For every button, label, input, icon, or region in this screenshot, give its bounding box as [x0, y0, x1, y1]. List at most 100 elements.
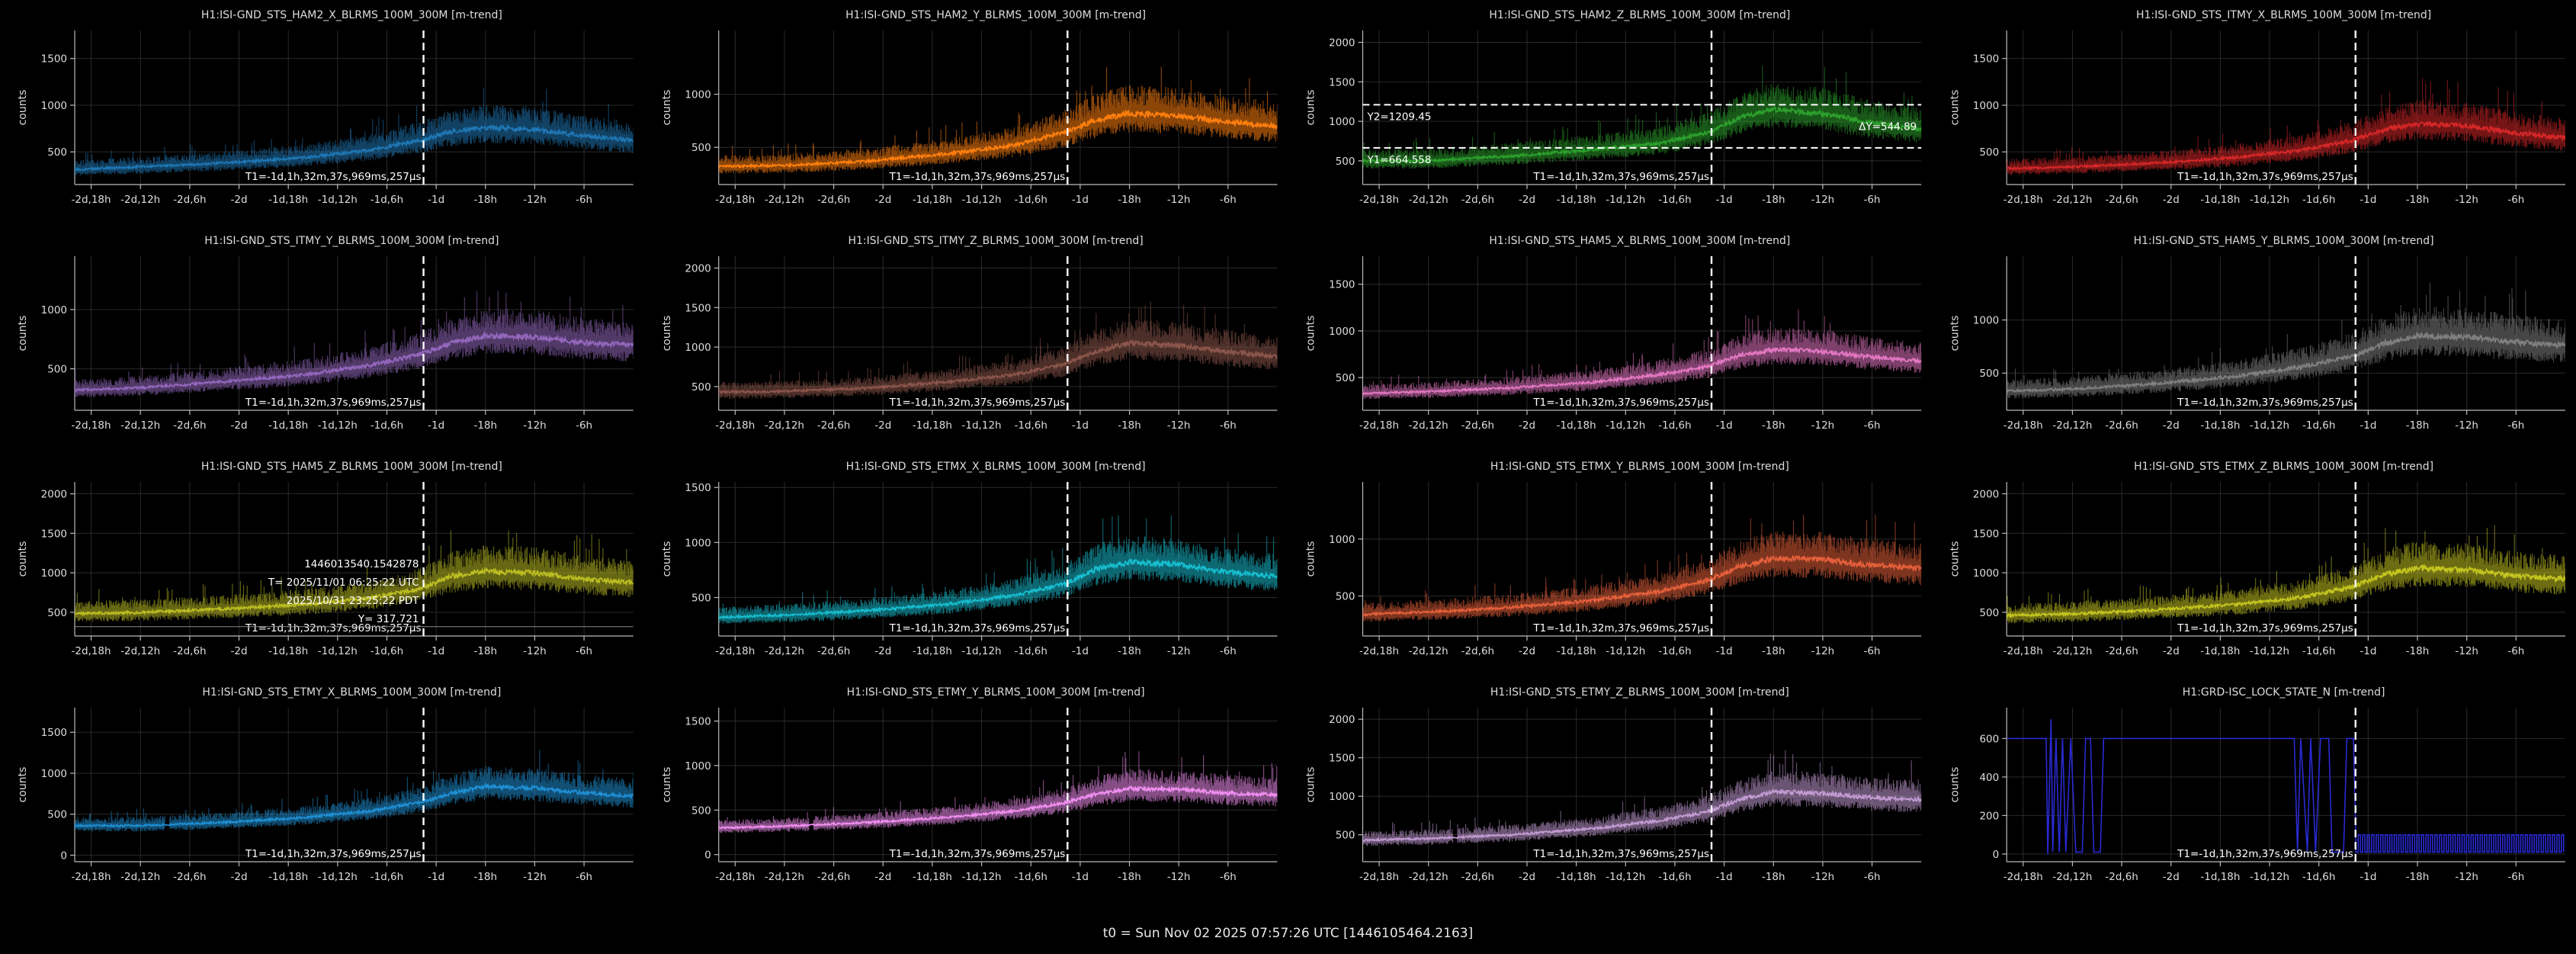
chart-title: H1:ISI-GND_STS_HAM5_Z_BLRMS_100M_300M [m…: [201, 461, 502, 473]
series-group: [2007, 525, 2565, 624]
t1-cursor-label: T1=-1d,1h,32m,37s,969ms,257μs: [889, 848, 1066, 860]
y-tick-label: 500: [47, 809, 67, 821]
y-tick-label: 1000: [1973, 567, 1999, 580]
series-band: [1362, 514, 1922, 622]
x-tick-label: -2d: [1519, 194, 1535, 206]
y-tick-label: 500: [47, 146, 67, 159]
hover-readout: 1446013540.1542878: [304, 558, 419, 570]
chart-panel: H1:ISI-GND_STS_ITMY_Y_BLRMS_100M_300M [m…: [17, 235, 634, 432]
series-group: [2007, 719, 2565, 854]
series-group: [718, 301, 1278, 399]
x-tick-label: -2d: [230, 645, 247, 657]
chart-panel: H1:ISI-GND_STS_ETMX_Z_BLRMS_100M_300M [m…: [1949, 461, 2565, 657]
y-axis-label: counts: [661, 541, 673, 577]
series-group: [75, 750, 634, 832]
chart-title: H1:ISI-GND_STS_ITMY_Y_BLRMS_100M_300M [m…: [204, 235, 499, 247]
y-tick-label: 1000: [41, 100, 67, 112]
x-tick-label: -6h: [2507, 871, 2524, 883]
y-axis-label: counts: [1949, 90, 1961, 126]
y-tick-label: 500: [47, 364, 67, 376]
y-tick-label: 1000: [685, 760, 711, 773]
y-tick-label: 0: [60, 850, 67, 862]
x-tick-label: -2d,18h: [1359, 645, 1399, 657]
y-tick-label: 1500: [1329, 76, 1355, 88]
x-tick-label: -2d,12h: [765, 419, 804, 432]
y-tick-label: 200: [1979, 810, 1999, 822]
x-tick-label: -1d,18h: [1557, 419, 1596, 432]
x-tick-label: -2d,12h: [2052, 871, 2092, 883]
x-tick-label: -2d: [2163, 419, 2180, 432]
x-tick-label: -2d,18h: [2003, 194, 2043, 206]
x-tick-label: -2d,6h: [1461, 871, 1494, 883]
y-axis-label: counts: [661, 316, 673, 352]
x-tick-label: -12h: [1811, 419, 1835, 432]
chart-panel: H1:ISI-GND_STS_HAM5_Y_BLRMS_100M_300M [m…: [1949, 235, 2565, 432]
series-band: [718, 301, 1278, 399]
chart-panel: H1:ISI-GND_STS_ETMY_X_BLRMS_100M_300M [m…: [17, 686, 634, 883]
series-line: [75, 330, 634, 393]
t1-cursor-label: T1=-1d,1h,32m,37s,969ms,257μs: [2177, 622, 2353, 634]
x-tick-label: -1d,12h: [318, 419, 358, 432]
x-tick-label: -1d,18h: [268, 194, 308, 206]
x-tick-label: -12h: [2455, 871, 2478, 883]
x-tick-label: -6h: [1220, 871, 1237, 883]
hover-readout: T= 2025/11/01 06:25:22 UTC: [268, 577, 419, 589]
x-tick-label: -6h: [1864, 419, 1881, 432]
y-tick-label: 0: [704, 850, 711, 862]
chart-title: H1:ISI-GND_STS_HAM5_X_BLRMS_100M_300M [m…: [1489, 235, 1790, 247]
x-tick-label: -2d,18h: [715, 645, 755, 657]
y-axis-label: counts: [1305, 316, 1317, 352]
x-tick-label: -1d,12h: [1606, 194, 1645, 206]
x-tick-label: -2d,12h: [765, 194, 804, 206]
x-tick-label: -1d,18h: [2200, 871, 2240, 883]
x-tick-label: -2d,6h: [817, 871, 850, 883]
series-line: [1362, 345, 1922, 396]
series-line: [718, 109, 1278, 169]
x-tick-label: -1d,12h: [2250, 871, 2289, 883]
x-tick-label: -6h: [576, 194, 592, 206]
t1-cursor-label: T1=-1d,1h,32m,37s,969ms,257μs: [2177, 171, 2353, 183]
y-tick-label: 1000: [685, 342, 711, 354]
x-tick-label: -1d: [428, 419, 444, 432]
x-tick-label: -1d,18h: [1557, 871, 1596, 883]
x-tick-label: -2d,18h: [715, 419, 755, 432]
t1-cursor-label: T1=-1d,1h,32m,37s,969ms,257μs: [889, 622, 1066, 634]
x-tick-label: -18h: [473, 194, 497, 206]
chart-title: H1:ISI-GND_STS_HAM5_Y_BLRMS_100M_300M [m…: [2134, 235, 2434, 247]
x-tick-label: -2d,18h: [715, 194, 755, 206]
x-tick-label: -2d,18h: [715, 871, 755, 883]
series-group: [1362, 514, 1922, 622]
x-tick-label: -2d,12h: [2052, 419, 2092, 432]
y-tick-label: 1500: [1973, 53, 1999, 66]
x-tick-label: -1d,18h: [913, 194, 952, 206]
x-tick-label: -1d: [428, 645, 444, 657]
series-band: [718, 66, 1278, 174]
x-tick-label: -1d,18h: [2200, 419, 2240, 432]
chart-title: H1:ISI-GND_STS_ETMX_Y_BLRMS_100M_300M [m…: [1490, 461, 1789, 473]
chart-panel: H1:ISI-GND_STS_ETMX_X_BLRMS_100M_300M [m…: [661, 461, 1278, 657]
x-tick-label: -1d: [1716, 419, 1733, 432]
x-tick-label: -1d: [2359, 419, 2376, 432]
t1-cursor-label: T1=-1d,1h,32m,37s,969ms,257μs: [1532, 397, 1709, 409]
t1-cursor-label: T1=-1d,1h,32m,37s,969ms,257μs: [889, 397, 1066, 409]
x-tick-label: -1d,6h: [1658, 419, 1691, 432]
x-tick-label: -18h: [1118, 194, 1141, 206]
x-tick-label: -12h: [1167, 871, 1191, 883]
x-tick-label: -12h: [523, 194, 547, 206]
x-tick-label: -1d: [1072, 419, 1089, 432]
x-tick-label: -1d,12h: [1606, 419, 1645, 432]
x-tick-label: -1d,12h: [962, 871, 1002, 883]
series-line: [75, 567, 634, 617]
series-line: [718, 557, 1278, 620]
series-line: [1362, 554, 1922, 618]
x-tick-label: -6h: [1864, 645, 1881, 657]
x-tick-label: -1d,18h: [268, 419, 308, 432]
series-line: [2007, 120, 2565, 172]
x-tick-label: -1d,6h: [371, 419, 403, 432]
y-axis-label: counts: [1949, 541, 1961, 577]
series-group: [718, 515, 1278, 625]
x-tick-label: -6h: [2507, 419, 2524, 432]
y-tick-label: 500: [47, 607, 67, 619]
x-tick-label: -1d,6h: [1658, 871, 1691, 883]
x-tick-label: -1d,18h: [2200, 645, 2240, 657]
